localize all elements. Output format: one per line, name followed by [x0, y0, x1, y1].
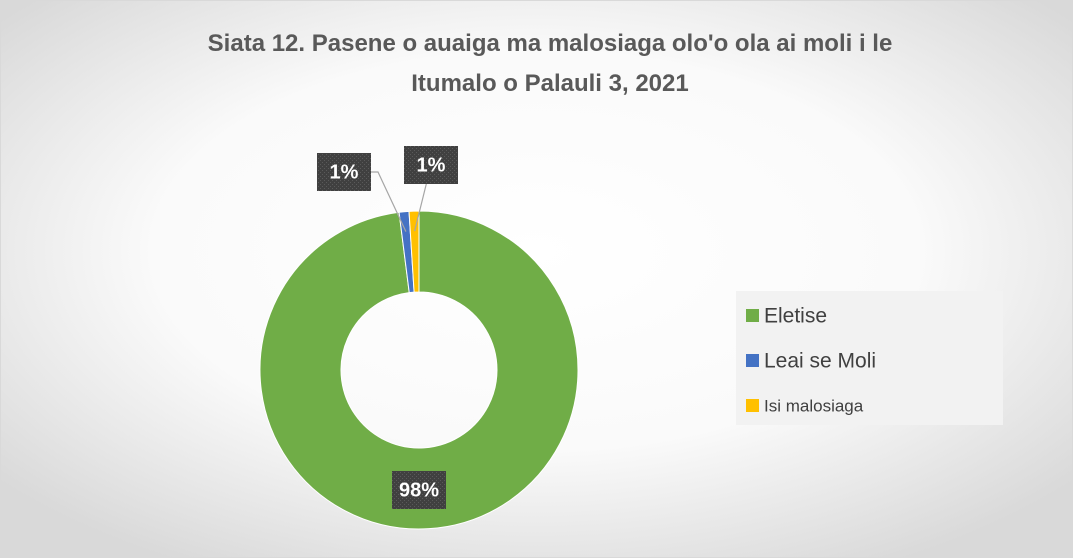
legend-box: [736, 291, 1003, 425]
chart-title: Siata 12. Pasene o auaiga ma malosiaga o…: [208, 30, 893, 97]
data-label-box: [404, 146, 458, 184]
data-label-box: [392, 471, 446, 509]
donut-slice: [408, 210, 420, 293]
leader-line: [370, 171, 407, 232]
data-label-box: [317, 153, 371, 191]
data-label: 1%: [417, 154, 446, 176]
data-label: 1%: [330, 161, 359, 183]
legend-label: Eletise: [764, 305, 827, 328]
legend-swatch: [746, 354, 759, 367]
donut-slice: [259, 210, 579, 530]
data-label: 98%: [399, 479, 439, 501]
legend-swatch: [746, 309, 759, 322]
legend-swatch: [746, 399, 759, 412]
legend-label: Leai se Moli: [764, 350, 876, 373]
legend-label: Isi malosiaga: [764, 396, 864, 415]
